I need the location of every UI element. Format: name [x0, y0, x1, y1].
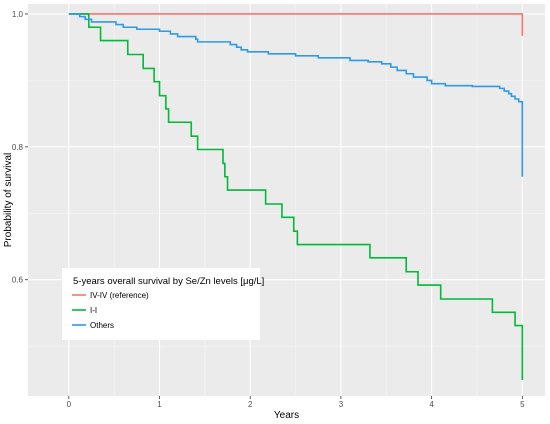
x-axis-title: Years	[274, 410, 299, 421]
legend: 5-years overall survival by Se/Zn levels…	[62, 268, 264, 340]
legend-label-iv-iv-reference: IV-IV (reference)	[90, 291, 149, 300]
x-tick-label: 3	[339, 400, 344, 409]
minor-gridlines	[28, 4, 545, 396]
legend-label-i-i: I-I	[90, 306, 97, 315]
x-tick-label: 0	[67, 400, 72, 409]
x-tick-label: 4	[429, 400, 434, 409]
series-line-iv-iv-reference	[68, 13, 524, 36]
legend-label-others: Others	[90, 321, 114, 330]
x-axis-ticks: 0 1 2 3 4 5	[67, 396, 525, 409]
legend-box	[62, 268, 260, 340]
x-tick-label: 2	[248, 400, 253, 409]
y-axis-ticks: 0.6 0.8 1.0	[12, 10, 28, 285]
y-tick-label: 0.6	[12, 276, 24, 285]
series-line-others	[68, 13, 524, 177]
x-tick-label: 5	[520, 400, 525, 409]
legend-title: 5-years overall survival by Se/Zn levels…	[73, 276, 264, 287]
x-tick-label: 1	[157, 400, 162, 409]
series-line-i-i	[68, 13, 524, 381]
y-tick-label: 1.0	[12, 10, 24, 19]
series-lines	[68, 13, 524, 381]
y-axis-title: Probability of survival	[3, 153, 14, 247]
legend-entries: IV-IV (reference) I-I Others	[72, 291, 149, 330]
y-tick-label: 0.8	[12, 143, 24, 152]
